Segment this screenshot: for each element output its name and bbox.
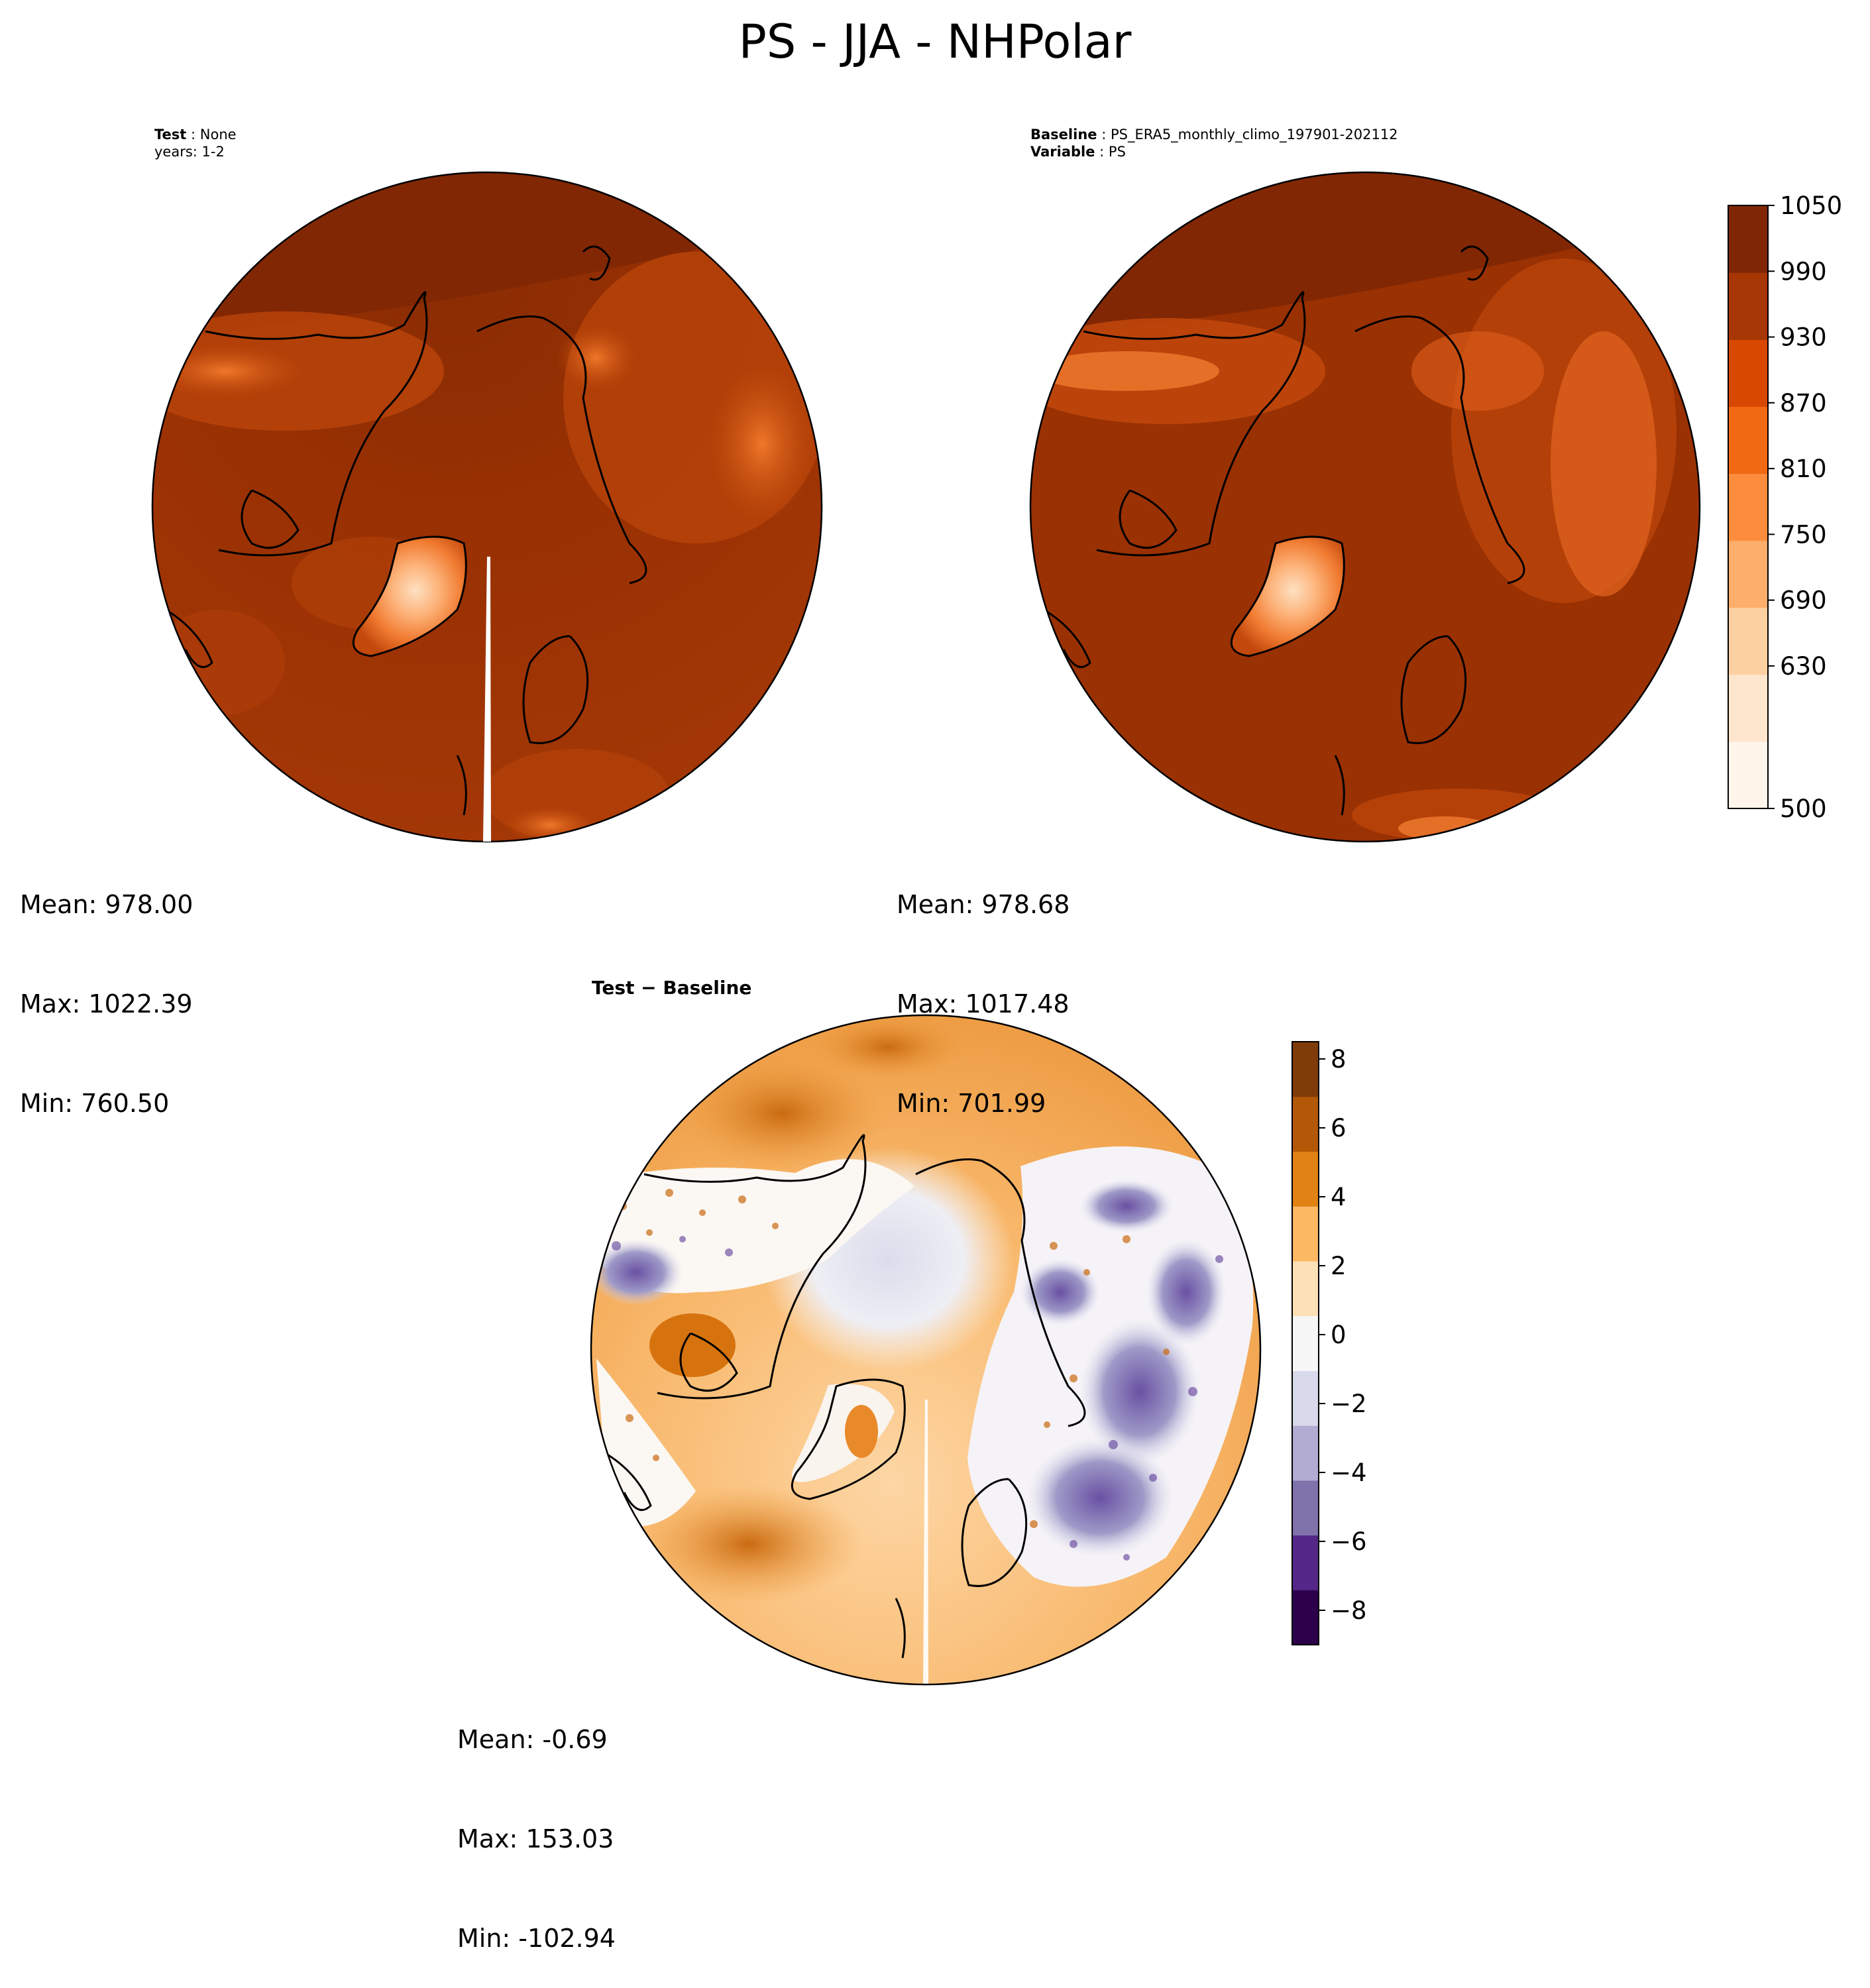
colorbar-diff-tick-label: −4 bbox=[1331, 1459, 1367, 1487]
colorbar-main-tick-label: 990 bbox=[1780, 257, 1827, 286]
colorbar-main-color-band bbox=[1728, 205, 1768, 273]
colorbar-diff-color-band bbox=[1292, 1096, 1319, 1152]
diff-stats: Mean: -0.69 Max: 153.03 Min: -102.94 bbox=[457, 1657, 616, 1988]
colorbar-diff-color-band bbox=[1292, 1042, 1319, 1097]
test-label-key: Test bbox=[154, 127, 187, 142]
diff-title-test: Test bbox=[592, 977, 635, 999]
colorbar-diff-tick-label: 2 bbox=[1331, 1252, 1347, 1280]
test-map bbox=[151, 171, 823, 843]
diff-title-baseline: Baseline bbox=[663, 977, 752, 999]
variable-label-value: PS bbox=[1108, 144, 1126, 160]
variable-label-key: Variable bbox=[1030, 144, 1095, 160]
colorbar-diff-tick-label: 6 bbox=[1331, 1114, 1347, 1142]
diff-map bbox=[590, 1014, 1262, 1686]
colorbar-diff-tick-label: −2 bbox=[1331, 1390, 1367, 1418]
colorbar-diff: 8 6 4 2 0 −2 −4 −6 −8 bbox=[1292, 1041, 1367, 1645]
colorbar-diff-color-band bbox=[1292, 1151, 1319, 1207]
colorbar-main-tick-label: 930 bbox=[1780, 323, 1827, 352]
baseline-label-key: Baseline bbox=[1030, 127, 1097, 142]
colorbar-diff-color-band bbox=[1292, 1315, 1319, 1371]
colorbar-main-tick-label: 810 bbox=[1780, 455, 1827, 483]
colorbar-main-tick-label: 1050 bbox=[1780, 192, 1842, 220]
baseline-mean: Mean: 978.68 bbox=[897, 890, 1070, 919]
colorbar-diff-color-band bbox=[1292, 1480, 1319, 1536]
colorbar-main-tick-label: 870 bbox=[1780, 389, 1827, 417]
colorbar-main-tick-label: 500 bbox=[1780, 795, 1827, 823]
colorbar-diff-tick-label: −6 bbox=[1331, 1527, 1367, 1556]
colorbar-main-tick-label: 690 bbox=[1780, 586, 1827, 615]
diff-mean: Mean: -0.69 bbox=[457, 1725, 608, 1754]
figure-title: PS - JJA - NHPolar bbox=[738, 15, 1132, 69]
colorbar-diff-color-band bbox=[1292, 1370, 1319, 1426]
colorbar-diff-tick-label: −8 bbox=[1331, 1596, 1367, 1625]
colorbar-main-color-band bbox=[1728, 741, 1768, 809]
colorbar-main-color-band bbox=[1728, 473, 1768, 541]
colorbar-main-color-band bbox=[1728, 339, 1768, 407]
colorbar-diff-tick-label: 4 bbox=[1331, 1183, 1347, 1211]
baseline-panel-header: Baseline : PS_ERA5_monthly_climo_197901-… bbox=[1030, 127, 1398, 160]
diff-title-sep: − bbox=[634, 977, 663, 999]
colorbar-main-color-band bbox=[1728, 272, 1768, 340]
baseline-stats: Mean: 978.68 Max: 1017.48 Min: 701.99 bbox=[897, 822, 1070, 1153]
colorbar-diff-color-band bbox=[1292, 1206, 1319, 1262]
colorbar-main-color-band bbox=[1728, 607, 1768, 675]
diff-max: Max: 153.03 bbox=[457, 1824, 614, 1853]
colorbar-main-color-band bbox=[1728, 406, 1768, 474]
baseline-label-value: PS_ERA5_monthly_climo_197901-202112 bbox=[1110, 127, 1398, 142]
baseline-map bbox=[1029, 171, 1701, 843]
test-stats: Mean: 978.00 Max: 1022.39 Min: 760.50 bbox=[20, 822, 193, 1153]
figure-canvas: 1050 990 930 870 810 750 690 630 500 8 6 4 2 0 −2 −4 −6… bbox=[151, 171, 1842, 1686]
test-label-value: None bbox=[199, 127, 237, 142]
colorbar-diff-frame bbox=[1292, 1041, 1319, 1645]
test-mean: Mean: 978.00 bbox=[20, 890, 193, 919]
colorbar-diff-color-band bbox=[1292, 1260, 1319, 1317]
test-max: Max: 1022.39 bbox=[20, 989, 193, 1019]
colorbar-main-color-band bbox=[1728, 540, 1768, 608]
colorbar-main-tick-label: 750 bbox=[1780, 520, 1827, 549]
colorbar-diff-tick-label: 0 bbox=[1331, 1321, 1347, 1349]
colorbar-main: 1050 990 930 870 810 750 690 630 500 bbox=[1728, 192, 1842, 823]
test-min: Min: 760.50 bbox=[20, 1089, 170, 1118]
colorbar-diff-color-band bbox=[1292, 1425, 1319, 1481]
colorbar-diff-tick-label: 8 bbox=[1331, 1045, 1347, 1074]
diff-panel-title: Test − Baseline bbox=[592, 977, 751, 999]
colorbar-diff-color-band bbox=[1292, 1590, 1319, 1645]
colorbar-diff-color-band bbox=[1292, 1535, 1319, 1590]
colorbar-main-color-band bbox=[1728, 674, 1768, 742]
test-panel-header: Test : None years: 1-2 bbox=[154, 127, 237, 160]
colorbar-main-frame bbox=[1728, 205, 1769, 809]
baseline-max: Max: 1017.48 bbox=[897, 989, 1070, 1019]
test-years-line: years: 1-2 bbox=[154, 144, 225, 160]
diff-min: Min: -102.94 bbox=[457, 1924, 616, 1953]
colorbar-main-tick-label: 630 bbox=[1780, 652, 1827, 681]
baseline-min: Min: 701.99 bbox=[897, 1089, 1046, 1118]
